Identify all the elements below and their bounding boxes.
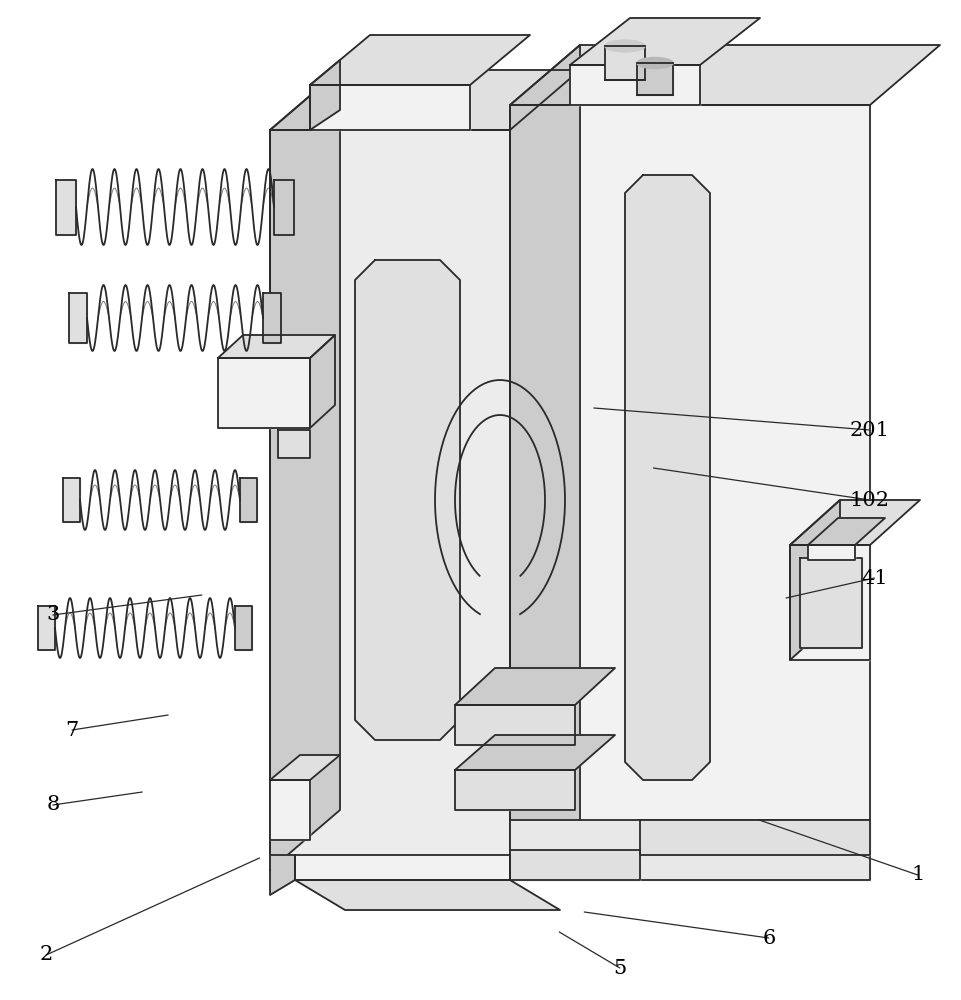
- Polygon shape: [310, 85, 470, 130]
- Text: 6: 6: [762, 928, 776, 948]
- Polygon shape: [270, 855, 295, 895]
- Polygon shape: [510, 820, 870, 880]
- Polygon shape: [38, 606, 55, 650]
- Polygon shape: [605, 46, 645, 80]
- Text: 1: 1: [911, 865, 924, 884]
- Text: 3: 3: [46, 605, 60, 624]
- Polygon shape: [640, 820, 870, 855]
- Polygon shape: [310, 35, 530, 85]
- Polygon shape: [218, 358, 310, 428]
- Polygon shape: [570, 18, 760, 65]
- Polygon shape: [270, 130, 510, 870]
- Polygon shape: [355, 260, 460, 740]
- Polygon shape: [69, 293, 87, 343]
- Polygon shape: [455, 705, 575, 745]
- Polygon shape: [270, 755, 340, 780]
- Polygon shape: [274, 180, 294, 234]
- Polygon shape: [218, 335, 335, 358]
- Polygon shape: [625, 175, 710, 780]
- Polygon shape: [808, 545, 855, 560]
- Polygon shape: [790, 500, 920, 545]
- Polygon shape: [278, 430, 310, 458]
- Ellipse shape: [637, 57, 673, 68]
- Polygon shape: [263, 293, 281, 343]
- Polygon shape: [455, 770, 575, 810]
- Polygon shape: [510, 45, 580, 880]
- Text: 41: 41: [861, 568, 888, 587]
- Polygon shape: [270, 780, 310, 840]
- Polygon shape: [270, 70, 580, 130]
- Polygon shape: [808, 518, 885, 545]
- Text: 102: 102: [850, 490, 890, 510]
- Polygon shape: [63, 478, 80, 522]
- Text: 2: 2: [39, 946, 53, 964]
- Polygon shape: [310, 335, 335, 428]
- Text: 7: 7: [65, 720, 79, 740]
- Polygon shape: [295, 880, 560, 910]
- Text: 8: 8: [46, 796, 60, 814]
- Polygon shape: [455, 668, 615, 705]
- Polygon shape: [510, 45, 940, 105]
- Polygon shape: [637, 63, 673, 95]
- Text: 201: 201: [850, 420, 890, 440]
- Polygon shape: [510, 850, 640, 880]
- Polygon shape: [295, 855, 510, 880]
- Polygon shape: [310, 60, 340, 130]
- Polygon shape: [235, 606, 252, 650]
- Text: 5: 5: [613, 958, 627, 978]
- Polygon shape: [790, 500, 840, 660]
- Polygon shape: [240, 478, 257, 522]
- Ellipse shape: [605, 40, 645, 52]
- Polygon shape: [800, 558, 862, 648]
- Polygon shape: [570, 65, 700, 105]
- Polygon shape: [455, 735, 615, 770]
- Polygon shape: [270, 70, 340, 870]
- Polygon shape: [790, 545, 870, 660]
- Polygon shape: [56, 180, 76, 234]
- Polygon shape: [510, 105, 870, 880]
